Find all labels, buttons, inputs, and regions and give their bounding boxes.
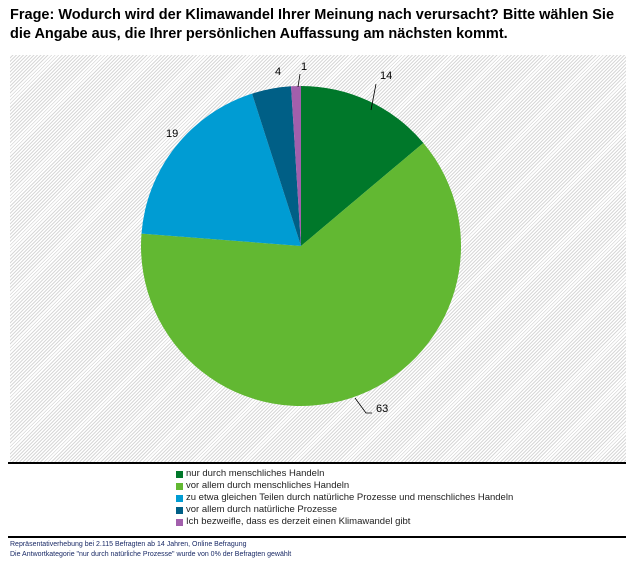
legend-item: Ich bezweifle, dass es derzeit einen Kli… bbox=[176, 516, 513, 528]
data-label: 1 bbox=[301, 61, 307, 73]
data-label: 19 bbox=[166, 128, 178, 140]
pie-slice bbox=[141, 93, 301, 246]
legend-item: vor allem durch menschliches Handeln bbox=[176, 480, 513, 492]
pie-slice bbox=[140, 142, 462, 407]
legend-swatch bbox=[176, 494, 183, 502]
leader-line bbox=[297, 73, 301, 88]
pie-slice bbox=[301, 86, 424, 246]
legend-swatch bbox=[176, 506, 183, 514]
legend-item: nur durch menschliches Handeln bbox=[176, 468, 513, 480]
legend-swatch bbox=[176, 518, 183, 526]
legend-label: vor allem durch natürliche Prozesse bbox=[186, 504, 338, 515]
divider bbox=[8, 462, 626, 464]
legend-swatch bbox=[176, 482, 183, 490]
footnote: Repräsentativerhebung bei 2.115 Befragte… bbox=[10, 541, 247, 548]
leader-line bbox=[354, 397, 372, 414]
footnote: Die Antwortkategorie "nur durch natürlic… bbox=[10, 551, 292, 558]
legend-swatch bbox=[176, 470, 183, 478]
legend-label: nur durch menschliches Handeln bbox=[186, 468, 325, 479]
legend: nur durch menschliches Handeln vor allem … bbox=[176, 468, 513, 528]
legend-item: zu etwa gleichen Teilen durch natürliche… bbox=[176, 492, 513, 504]
legend-label: zu etwa gleichen Teilen durch natürliche… bbox=[186, 492, 514, 503]
pie-slice bbox=[252, 86, 301, 246]
legend-label: Ich bezweifle, dass es derzeit einen Kli… bbox=[186, 516, 411, 527]
chart-title: Frage: Wodurch wird der Klimawandel Ihre… bbox=[10, 7, 615, 42]
leader-line bbox=[370, 83, 377, 111]
footnotes: Repräsentativerhebung bei 2.115 Befragte… bbox=[10, 540, 291, 560]
pie-slice bbox=[291, 86, 301, 246]
legend-item: vor allem durch natürliche Prozesse bbox=[176, 504, 513, 516]
pie-chart: 14 63 19 4 1 bbox=[140, 61, 462, 415]
divider bbox=[8, 536, 626, 538]
data-label: 4 bbox=[275, 66, 281, 78]
legend-label: vor allem durch menschliches Handeln bbox=[186, 480, 350, 491]
data-label: 63 bbox=[376, 403, 388, 415]
data-label: 14 bbox=[380, 70, 392, 82]
